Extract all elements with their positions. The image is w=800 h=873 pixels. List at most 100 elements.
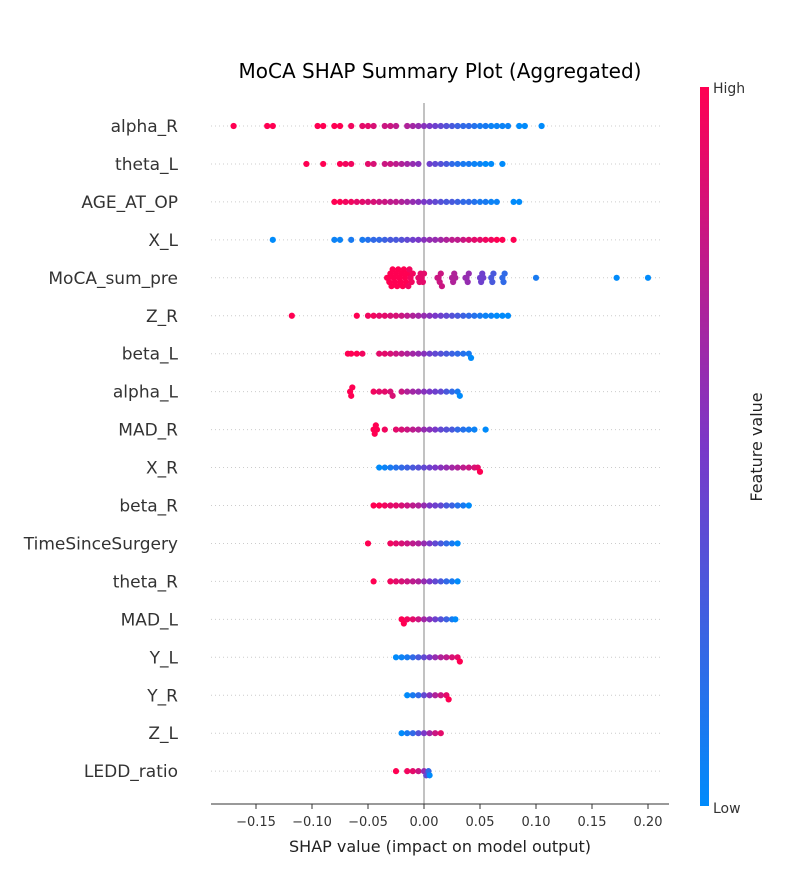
shap-point	[437, 616, 444, 623]
shap-point	[437, 198, 444, 205]
shap-point	[409, 730, 416, 737]
shap-point	[465, 464, 472, 471]
shap-point	[454, 578, 461, 585]
shap-point	[415, 426, 422, 433]
shap-point	[452, 616, 459, 623]
shap-point	[448, 198, 456, 205]
shap-point	[499, 312, 506, 319]
shap-point	[399, 283, 406, 290]
shap-point	[454, 122, 461, 130]
shap-point	[398, 426, 405, 433]
x-tick-label: −0.10	[292, 815, 332, 830]
shap-point	[437, 160, 444, 168]
shap-point	[476, 122, 484, 130]
shap-point	[443, 312, 450, 319]
shap-point	[389, 266, 396, 273]
shap-point	[395, 266, 402, 273]
colorbar-low-label: Low	[713, 801, 741, 817]
shap-point	[465, 198, 472, 205]
shap-point	[432, 616, 439, 623]
shap-point	[415, 312, 422, 319]
shap-point	[415, 502, 422, 509]
shap-point	[336, 198, 344, 205]
shap-point	[387, 198, 394, 205]
rows-layer: alpha_R theta_L AGE_AT_OP X_L MoCA_sum_pre Z_…	[23, 103, 661, 804]
shap-point	[432, 350, 439, 357]
shap-point	[426, 616, 433, 623]
shap-point	[437, 692, 444, 699]
shap-point	[392, 768, 400, 775]
shap-point	[432, 198, 439, 205]
shap-point	[409, 160, 416, 168]
shap-point	[404, 426, 411, 433]
shap-point	[376, 464, 383, 471]
shap-point	[398, 730, 405, 737]
shap-point	[314, 122, 321, 130]
shap-point	[381, 388, 388, 395]
shap-point	[420, 692, 428, 699]
shap-point	[467, 354, 475, 361]
colorbar-gradient	[700, 87, 709, 806]
shap-point	[437, 388, 444, 395]
shap-point	[359, 122, 366, 130]
shap-point	[388, 283, 395, 290]
shap-point	[404, 160, 411, 168]
shap-point	[264, 122, 271, 130]
shap-point	[348, 198, 355, 205]
shap-point	[448, 502, 456, 509]
shap-point	[370, 312, 377, 319]
shap-point	[409, 578, 416, 585]
shap-point	[420, 578, 428, 585]
shap-point	[381, 236, 388, 243]
shap-point	[420, 654, 428, 661]
shap-point	[398, 502, 405, 509]
shap-point	[420, 350, 428, 357]
shap-point	[437, 122, 444, 130]
shap-point	[443, 350, 450, 357]
shap-point	[432, 578, 439, 585]
shap-point	[387, 578, 394, 585]
shap-point	[420, 388, 428, 395]
shap-point	[456, 658, 463, 665]
shap-point	[398, 578, 405, 585]
shap-point	[420, 464, 428, 471]
shap-point	[426, 236, 433, 243]
shap-point	[488, 198, 495, 205]
shap-point	[460, 122, 467, 130]
shap-point	[493, 312, 500, 319]
shap-point	[437, 312, 444, 319]
shap-point	[381, 160, 388, 168]
feature-label: theta_L	[115, 155, 178, 175]
shap-point	[538, 122, 545, 130]
shap-point	[471, 122, 478, 130]
shap-point	[392, 122, 400, 130]
shap-point	[432, 426, 439, 433]
shap-point	[443, 464, 450, 471]
shap-point	[405, 283, 412, 290]
shap-point	[476, 160, 484, 168]
shap-point	[426, 312, 433, 319]
shap-point	[480, 274, 487, 281]
shap-point	[499, 236, 506, 243]
shap-point	[516, 198, 523, 205]
shap-point	[488, 160, 495, 168]
shap-point	[364, 540, 372, 547]
shap-point	[415, 654, 422, 661]
shap-point	[381, 350, 388, 357]
x-tick-label: 0.00	[410, 815, 439, 830]
shap-point	[465, 236, 472, 243]
shap-point	[443, 502, 450, 509]
shap-point	[448, 540, 456, 547]
shap-point	[437, 270, 444, 277]
shap-point	[370, 160, 377, 168]
shap-point	[426, 388, 433, 395]
shap-point	[443, 198, 450, 205]
shap-point	[404, 578, 411, 585]
shap-point	[373, 426, 381, 433]
shap-point	[426, 578, 433, 585]
feature-label: X_R	[146, 459, 178, 479]
shap-point	[510, 236, 517, 243]
shap-point	[460, 160, 467, 168]
shap-point	[409, 502, 416, 509]
shap-point	[644, 274, 652, 281]
